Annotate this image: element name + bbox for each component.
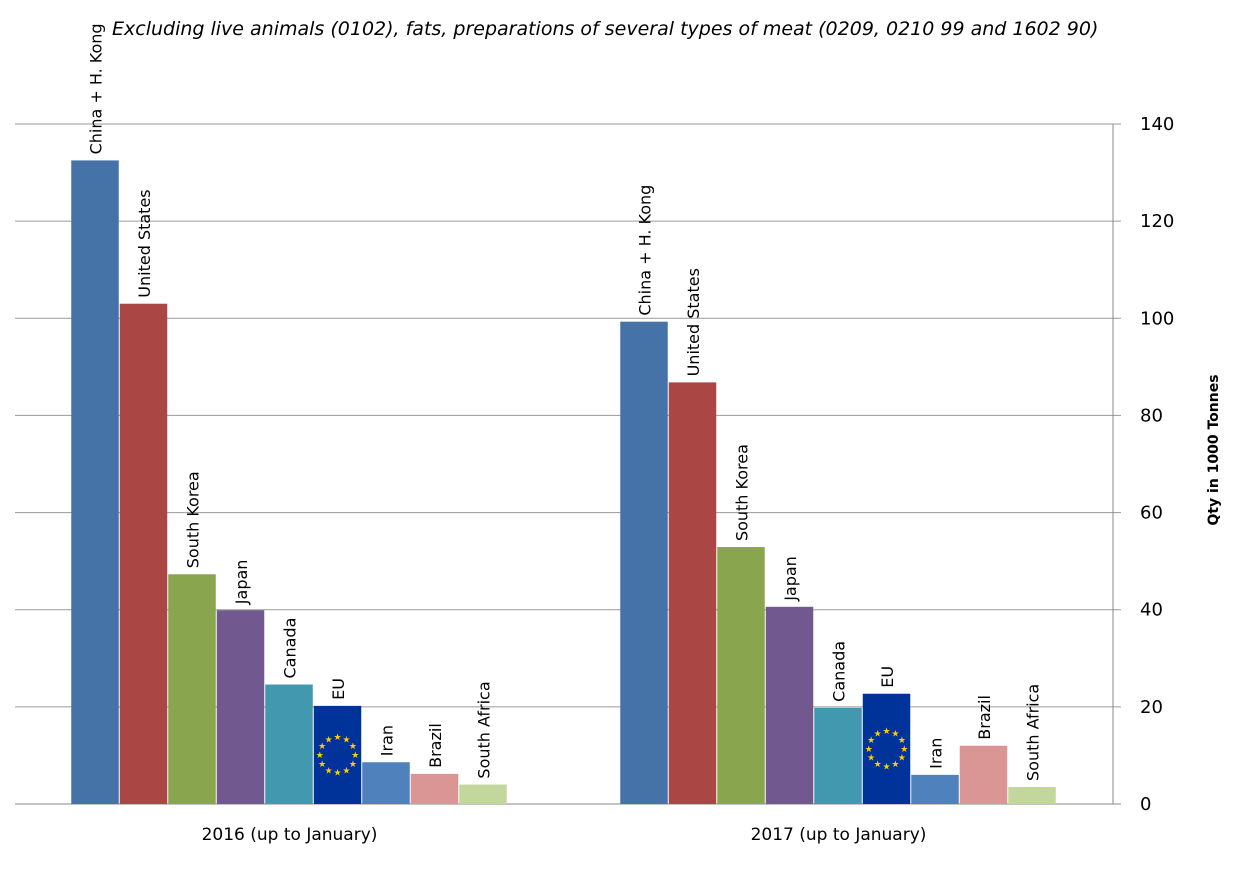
eu-star: ★ bbox=[867, 736, 875, 746]
bar bbox=[168, 574, 216, 804]
bar bbox=[1008, 787, 1056, 804]
y-tick-label: 60 bbox=[1140, 503, 1163, 524]
bar bbox=[717, 547, 765, 804]
eu-star: ★ bbox=[882, 727, 890, 737]
bar bbox=[862, 693, 911, 804]
bar-label: United States bbox=[135, 189, 154, 297]
bar-label: South Korea bbox=[733, 444, 752, 541]
x-tick-label: 2017 (up to January) bbox=[751, 825, 927, 845]
eu-star: ★ bbox=[898, 754, 906, 764]
eu-star: ★ bbox=[333, 769, 341, 779]
bar-label: Canada bbox=[281, 618, 300, 679]
y-tick-label: 140 bbox=[1140, 114, 1174, 135]
eu-star: ★ bbox=[865, 745, 873, 755]
bar-label: Brazil bbox=[426, 723, 445, 768]
bar-label: China + H. Kong bbox=[636, 185, 655, 316]
bar-labels: China + H. Kong United States South Korea J… bbox=[87, 23, 1043, 781]
y-tick-label: 20 bbox=[1140, 697, 1163, 718]
bar-label: EU bbox=[878, 666, 897, 688]
bar-label: South Africa bbox=[475, 681, 494, 778]
bar bbox=[362, 762, 410, 804]
eu-star: ★ bbox=[891, 729, 899, 739]
bar bbox=[265, 684, 313, 804]
x-tick-labels: 2016 (up to January) 2017 (up to January) bbox=[202, 825, 927, 845]
chart-subtitle: Excluding live animals (0102), fats, pre… bbox=[112, 18, 1099, 40]
bar bbox=[71, 160, 119, 804]
eu-star: ★ bbox=[900, 745, 908, 755]
y-axis-label: Qty in 1000 Tonnes bbox=[1206, 374, 1222, 526]
bar bbox=[620, 321, 668, 804]
bar bbox=[814, 707, 862, 804]
bar-label: Iran bbox=[927, 738, 946, 769]
eu-star: ★ bbox=[342, 766, 350, 776]
bar-label: South Africa bbox=[1024, 684, 1043, 781]
y-tick-label: 0 bbox=[1140, 794, 1151, 815]
y-tick-label: 80 bbox=[1140, 405, 1163, 426]
eu-star: ★ bbox=[318, 742, 326, 752]
bar bbox=[959, 745, 1008, 804]
eu-star: ★ bbox=[325, 766, 333, 776]
bar-label: South Korea bbox=[184, 471, 203, 568]
y-tick-label: 40 bbox=[1140, 600, 1163, 621]
eu-star: ★ bbox=[891, 760, 899, 770]
y-tick-labels: 0 20 40 60 80 100 120 140 bbox=[1140, 114, 1174, 815]
eu-star: ★ bbox=[867, 754, 875, 764]
eu-star: ★ bbox=[349, 760, 357, 770]
eu-star: ★ bbox=[874, 729, 882, 739]
eu-star: ★ bbox=[325, 736, 333, 746]
x-tick-label: 2016 (up to January) bbox=[202, 825, 378, 845]
bar-label: Brazil bbox=[975, 695, 994, 740]
bar bbox=[459, 784, 507, 804]
bar bbox=[911, 774, 959, 804]
eu-star: ★ bbox=[898, 736, 906, 746]
bars: ★★★★★★★★★ ★ ★★ ★★★★★★★★★ ★ ★★ bbox=[71, 160, 1056, 804]
bar-label: China + H. Kong bbox=[87, 23, 106, 154]
bar bbox=[410, 773, 459, 804]
eu-star: ★ bbox=[342, 736, 350, 746]
eu-star: ★ bbox=[316, 751, 324, 761]
eu-star: ★ bbox=[351, 751, 359, 761]
bar bbox=[313, 705, 362, 804]
bar-label: Canada bbox=[830, 641, 849, 702]
bar-label: United States bbox=[684, 268, 703, 376]
bar-label: Japan bbox=[781, 556, 800, 602]
eu-star: ★ bbox=[874, 760, 882, 770]
eu-star: ★ bbox=[318, 760, 326, 770]
y-tick-label: 120 bbox=[1140, 211, 1174, 232]
bar bbox=[668, 382, 717, 804]
bar-label: Japan bbox=[232, 560, 251, 606]
bar-label: EU bbox=[329, 678, 348, 700]
eu-star: ★ bbox=[333, 733, 341, 743]
bar-label: Iran bbox=[378, 725, 397, 756]
bar bbox=[119, 303, 168, 804]
bar bbox=[216, 610, 265, 804]
eu-star: ★ bbox=[349, 742, 357, 752]
y-tick-label: 100 bbox=[1140, 308, 1174, 329]
bar bbox=[765, 606, 814, 804]
eu-star: ★ bbox=[882, 763, 890, 773]
